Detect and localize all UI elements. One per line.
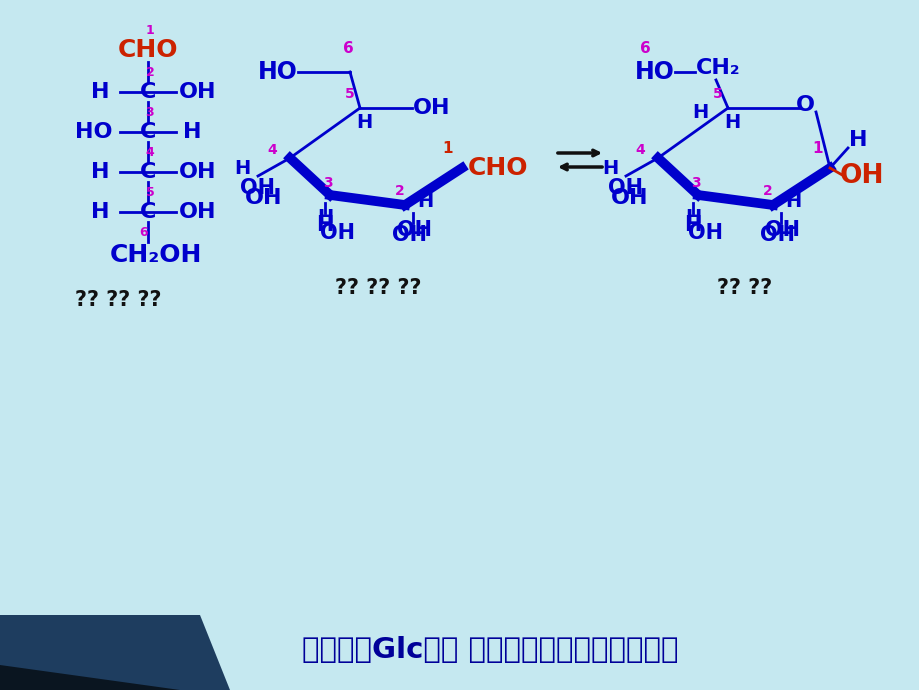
Text: 4: 4	[145, 146, 154, 159]
Text: 6: 6	[639, 41, 650, 55]
Text: OH: OH	[240, 178, 275, 198]
Text: OH: OH	[179, 162, 217, 182]
Text: H: H	[416, 192, 433, 210]
Text: H: H	[91, 162, 109, 182]
Text: CH₂OH: CH₂OH	[109, 243, 202, 267]
Text: OH: OH	[765, 220, 800, 240]
Text: H: H	[91, 202, 109, 222]
Polygon shape	[0, 665, 180, 690]
Text: 2: 2	[762, 184, 772, 198]
Text: 2: 2	[145, 66, 154, 79]
Text: ?? ??: ?? ??	[717, 278, 772, 298]
Text: C: C	[140, 122, 156, 142]
Text: C: C	[140, 202, 156, 222]
Text: H: H	[684, 208, 700, 226]
Text: H: H	[691, 103, 708, 121]
Text: OH: OH	[397, 220, 432, 240]
Text: OH: OH	[392, 225, 427, 245]
Text: OH: OH	[760, 225, 795, 245]
Text: 4: 4	[267, 143, 277, 157]
Text: 葡萄糖（Glc）： 分子中有醒基，有还原性。: 葡萄糖（Glc）： 分子中有醒基，有还原性。	[301, 636, 677, 664]
Text: H: H	[316, 208, 333, 226]
Text: OH: OH	[179, 202, 217, 222]
Text: H: H	[848, 130, 867, 150]
Text: CHO: CHO	[118, 38, 178, 62]
Text: OH: OH	[245, 188, 282, 208]
Text: 4: 4	[634, 143, 644, 157]
Text: OH: OH	[320, 223, 355, 243]
Text: H: H	[723, 112, 739, 132]
Text: C: C	[140, 82, 156, 102]
Text: ?? ?? ??: ?? ?? ??	[335, 278, 421, 298]
Text: H: H	[601, 159, 618, 177]
Text: H: H	[784, 192, 800, 210]
Text: 5: 5	[145, 186, 154, 199]
Text: OH: OH	[413, 98, 450, 118]
Text: ?? ?? ??: ?? ?? ??	[74, 290, 161, 310]
Text: OH: OH	[610, 188, 648, 208]
Text: H: H	[316, 215, 334, 235]
Text: H: H	[183, 122, 201, 142]
Text: 6: 6	[342, 41, 353, 55]
Text: HO: HO	[75, 122, 113, 142]
Text: HO: HO	[634, 60, 675, 84]
Text: C: C	[140, 162, 156, 182]
Text: O: O	[795, 95, 813, 115]
Text: H: H	[91, 82, 109, 102]
Text: 3: 3	[145, 106, 154, 119]
Text: 1: 1	[442, 141, 453, 155]
Text: 6: 6	[140, 226, 148, 239]
Text: OH: OH	[179, 82, 217, 102]
Text: H: H	[356, 112, 371, 132]
Text: CH₂: CH₂	[695, 58, 740, 78]
Text: H: H	[684, 215, 701, 235]
Text: OH: OH	[607, 178, 642, 198]
Text: 3: 3	[323, 176, 333, 190]
Text: HO: HO	[258, 60, 298, 84]
Text: 5: 5	[345, 87, 355, 101]
Text: OH: OH	[687, 223, 722, 243]
Text: 5: 5	[712, 87, 722, 101]
Polygon shape	[0, 615, 230, 690]
Text: 3: 3	[690, 176, 700, 190]
Text: 1: 1	[145, 23, 154, 37]
Text: OH: OH	[839, 163, 883, 189]
Text: CHO: CHO	[467, 156, 528, 180]
Text: 1: 1	[811, 141, 823, 155]
Text: 2: 2	[394, 184, 404, 198]
Text: H: H	[233, 159, 250, 177]
